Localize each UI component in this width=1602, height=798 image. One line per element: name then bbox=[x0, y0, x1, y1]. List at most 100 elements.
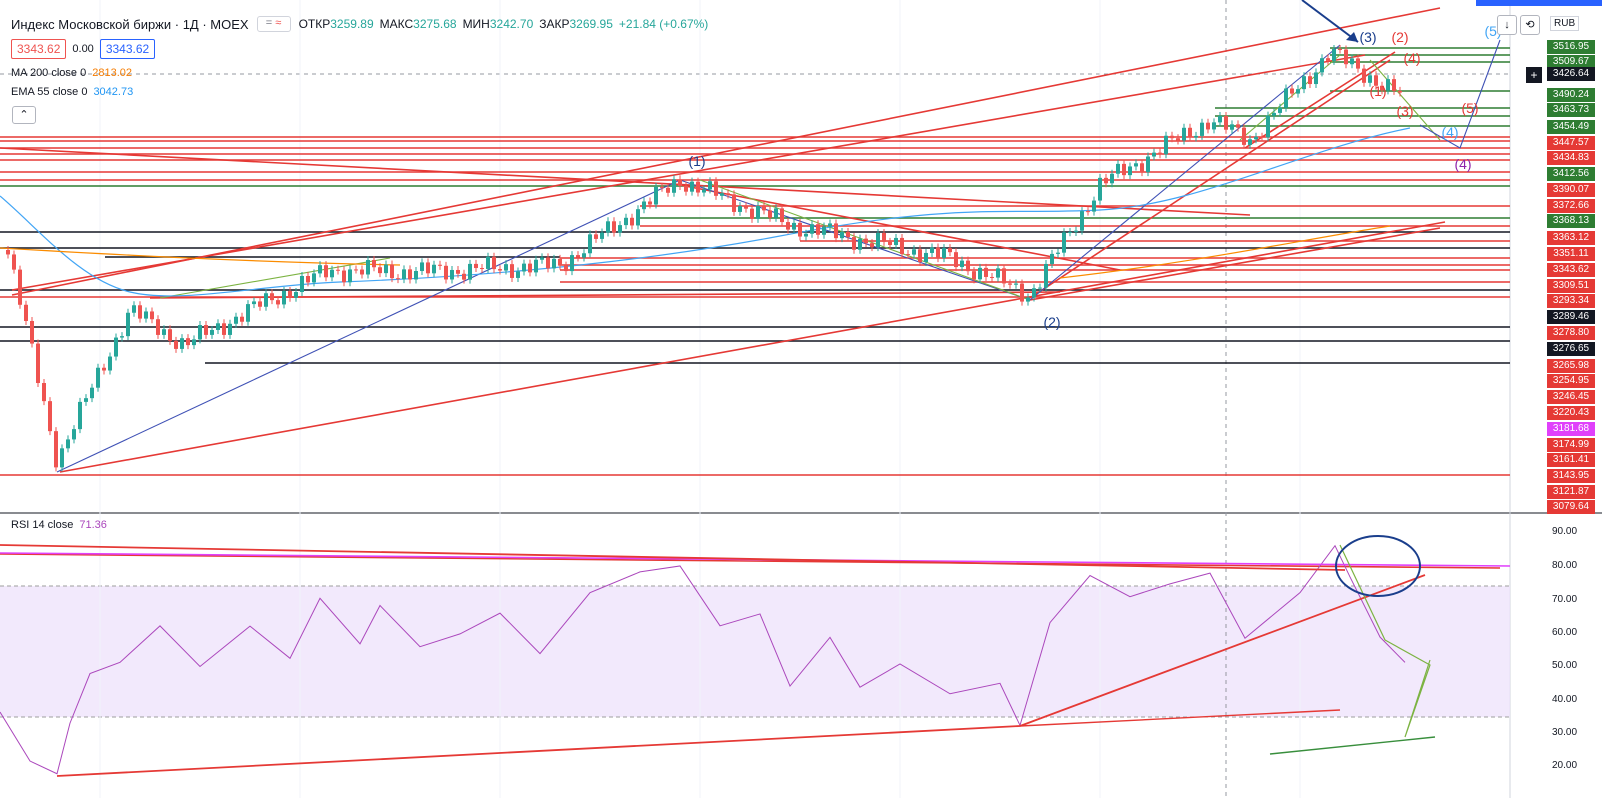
wave-line bbox=[1029, 44, 1341, 301]
candle bbox=[786, 222, 790, 230]
currency-label[interactable]: RUB bbox=[1550, 16, 1580, 31]
candle bbox=[1026, 297, 1030, 302]
candle bbox=[1350, 58, 1354, 65]
rsi-legend[interactable]: RSI 14 close 71.36 bbox=[11, 519, 107, 531]
crosshair-plus-button[interactable]: + bbox=[1526, 67, 1542, 83]
candle bbox=[1200, 122, 1204, 136]
price-tag: 3289.46 bbox=[1547, 310, 1595, 324]
price-tag: 3174.99 bbox=[1547, 438, 1595, 452]
candle bbox=[144, 311, 148, 319]
rsi-tick-label: 30.00 bbox=[1552, 727, 1578, 738]
candle bbox=[720, 193, 724, 196]
rsi-band bbox=[0, 586, 1510, 717]
refresh-button[interactable]: ⟲ bbox=[1520, 15, 1540, 35]
candle bbox=[396, 278, 400, 280]
collapse-legend-button[interactable]: ⌃ bbox=[12, 106, 36, 124]
candle bbox=[840, 231, 844, 239]
candle bbox=[270, 293, 274, 301]
ema55-legend[interactable]: EMA 55 close 0 3042.73 bbox=[11, 86, 133, 98]
ohlc-close: ЗАКР3269.95 bbox=[539, 17, 613, 31]
candle bbox=[66, 439, 70, 449]
candle bbox=[726, 193, 730, 195]
candle bbox=[288, 291, 292, 298]
candle bbox=[474, 263, 478, 269]
candle bbox=[600, 232, 604, 239]
compare-toggle[interactable]: = ≈ bbox=[256, 16, 291, 32]
candle bbox=[1098, 177, 1102, 201]
candle bbox=[528, 263, 532, 273]
price-tag: 3390.07 bbox=[1547, 183, 1595, 197]
candle bbox=[612, 221, 616, 233]
candle bbox=[1260, 136, 1264, 138]
candle bbox=[48, 401, 52, 432]
toolbar-strip bbox=[1476, 0, 1602, 6]
rsi-value: 71.36 bbox=[79, 519, 107, 531]
candle bbox=[822, 226, 826, 235]
ohlc-open: ОТКР3259.89 bbox=[298, 17, 374, 31]
candle bbox=[1236, 124, 1240, 128]
candle bbox=[846, 231, 850, 238]
buy-button[interactable]: 3343.62 bbox=[99, 39, 156, 59]
candle bbox=[804, 233, 808, 237]
candle bbox=[762, 205, 766, 211]
candle bbox=[420, 262, 424, 272]
candle bbox=[138, 305, 142, 319]
price-tag: 3343.62 bbox=[1547, 263, 1595, 277]
candle bbox=[834, 223, 838, 239]
candle bbox=[324, 265, 328, 278]
candle bbox=[1128, 166, 1132, 176]
ma200-legend[interactable]: MA 200 close 0 2813.02 bbox=[11, 67, 132, 79]
candle bbox=[120, 336, 124, 338]
candle bbox=[132, 305, 136, 313]
rsi-tick-label: 60.00 bbox=[1552, 627, 1578, 638]
candle bbox=[1020, 283, 1024, 302]
change-value: +21.84 (+0.67%) bbox=[618, 17, 709, 31]
candle bbox=[432, 264, 436, 274]
candle bbox=[1356, 58, 1360, 69]
trend-line bbox=[11, 54, 1366, 291]
candle bbox=[570, 255, 574, 272]
candle bbox=[702, 189, 706, 193]
candle bbox=[1332, 49, 1336, 61]
candle bbox=[666, 187, 670, 193]
candle bbox=[276, 300, 280, 305]
candle bbox=[54, 431, 58, 468]
candle bbox=[264, 293, 268, 307]
symbol-title[interactable]: Индекс Московской биржи · 1Д · MOEX bbox=[11, 16, 249, 32]
candle bbox=[186, 338, 190, 346]
candle bbox=[456, 269, 460, 274]
candle bbox=[492, 256, 496, 270]
candle bbox=[1164, 135, 1168, 155]
scroll-down-button[interactable]: ↓ bbox=[1497, 15, 1517, 35]
candle bbox=[252, 301, 256, 305]
candle bbox=[960, 260, 964, 268]
candle bbox=[996, 268, 1000, 278]
price-tag: 3426.64 bbox=[1547, 67, 1595, 81]
ma200-value: 2813.02 bbox=[92, 67, 132, 79]
candle bbox=[642, 201, 646, 210]
candle bbox=[774, 208, 778, 218]
ma200-line bbox=[0, 247, 401, 266]
candle bbox=[330, 269, 334, 278]
candle bbox=[1182, 127, 1186, 141]
candle bbox=[318, 265, 322, 274]
candle bbox=[1212, 122, 1216, 130]
candle bbox=[1158, 152, 1162, 155]
price-tag: 3351.11 bbox=[1547, 247, 1595, 261]
candle bbox=[366, 260, 370, 275]
price-tag: 3309.51 bbox=[1547, 279, 1595, 293]
candle bbox=[384, 264, 388, 274]
candle bbox=[198, 325, 202, 340]
candle bbox=[606, 221, 610, 233]
candle bbox=[156, 319, 160, 335]
candle bbox=[864, 238, 868, 244]
candle bbox=[504, 264, 508, 271]
sell-button[interactable]: 3343.62 bbox=[11, 39, 67, 59]
chevron-up-icon: ⌃ bbox=[19, 109, 29, 121]
candle bbox=[930, 247, 934, 253]
candle bbox=[636, 209, 640, 226]
rsi-tick-label: 90.00 bbox=[1552, 526, 1578, 537]
candle bbox=[192, 339, 196, 346]
candle bbox=[1320, 58, 1324, 73]
